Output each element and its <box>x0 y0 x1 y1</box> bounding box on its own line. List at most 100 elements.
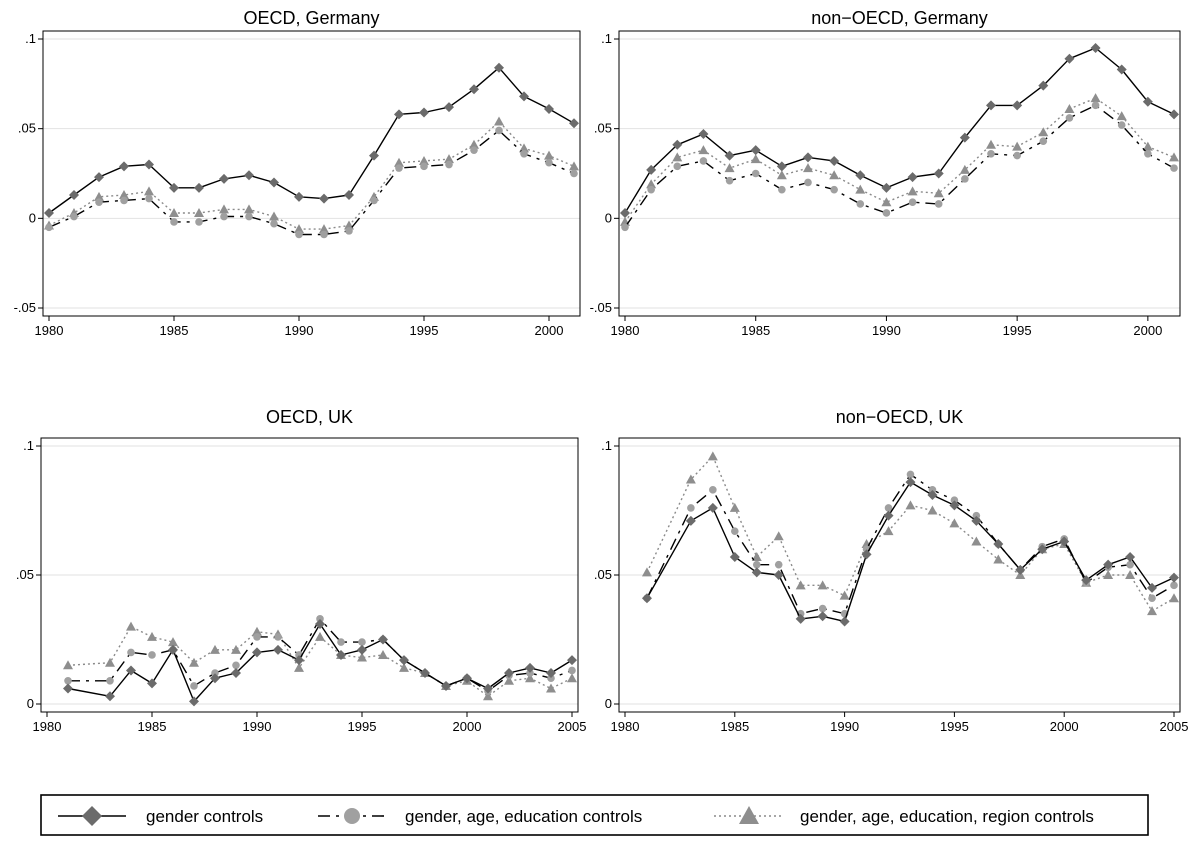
y-tick-label: .05 <box>18 121 36 136</box>
series-line-gender-age-education-controls <box>48 129 575 236</box>
data-point-gender-age-education-controls <box>120 196 128 205</box>
data-point-gender-controls <box>544 103 554 114</box>
data-point-gender-age-education-region-controls <box>144 186 154 196</box>
data-point-gender-controls <box>1142 96 1153 107</box>
data-point-gender-controls <box>483 683 493 694</box>
data-point-gender-age-education-region-controls <box>949 518 960 528</box>
series-line-gender-controls <box>646 481 1175 623</box>
data-point-gender-age-education-region-controls <box>773 531 784 541</box>
data-point-gender-controls <box>1081 575 1092 586</box>
data-point-gender-age-education-controls <box>245 212 253 221</box>
data-point-gender-controls <box>1038 80 1049 91</box>
data-point-gender-controls <box>462 673 472 684</box>
data-point-gender-controls <box>905 477 916 488</box>
data-point-gender-age-education-controls <box>906 470 915 479</box>
data-point-gender-controls <box>469 84 479 95</box>
x-tick-label: 1980 <box>35 323 64 338</box>
x-tick-label: 2000 <box>1133 323 1162 338</box>
x-tick-label: 1995 <box>940 719 969 734</box>
data-point-gender-controls <box>971 515 982 526</box>
data-point-gender-age-education-controls <box>220 212 228 221</box>
data-point-gender-age-education-region-controls <box>907 186 918 196</box>
x-tick-label: 2005 <box>558 719 587 734</box>
y-tick-label: .1 <box>25 31 36 46</box>
x-tick-label: 1980 <box>33 719 62 734</box>
data-point-gender-controls <box>776 161 787 172</box>
data-point-gender-controls <box>986 100 996 111</box>
data-point-gender-age-education-controls <box>270 219 278 228</box>
data-point-gender-controls <box>269 177 279 188</box>
data-point-gender-age-education-controls <box>950 496 959 504</box>
data-point-gender-controls <box>881 182 892 193</box>
data-point-gender-age-education-region-controls <box>219 204 229 214</box>
data-point-gender-age-education-region-controls <box>776 170 787 180</box>
x-tick-label: 1995 <box>348 719 377 734</box>
data-point-gender-age-education-region-controls <box>883 526 894 536</box>
data-point-gender-age-education-region-controls <box>905 500 916 510</box>
data-point-gender-controls <box>993 539 1004 550</box>
data-point-gender-age-education-controls <box>1144 149 1152 158</box>
data-point-gender-controls <box>219 173 229 184</box>
data-point-gender-age-education-controls <box>70 212 78 221</box>
x-tick-label: 1990 <box>830 719 859 734</box>
data-point-gender-age-education-controls <box>95 198 103 206</box>
data-point-gender-age-education-region-controls <box>698 145 709 155</box>
y-tick-label: .1 <box>601 31 612 46</box>
data-point-gender-age-education-controls <box>445 160 453 169</box>
legend-label-gender-controls: gender controls <box>146 807 263 826</box>
x-tick-label: 1990 <box>872 323 901 338</box>
data-point-gender-age-education-controls <box>1170 581 1178 590</box>
data-point-gender-age-education-region-controls <box>394 157 404 167</box>
data-point-gender-age-education-controls <box>370 196 378 205</box>
data-point-gender-controls <box>231 668 241 679</box>
data-point-gender-age-education-controls <box>709 486 717 494</box>
data-point-gender-age-education-region-controls <box>927 505 938 515</box>
x-tick-label: 1985 <box>720 719 749 734</box>
legend: gender controls gender, age, education c… <box>40 794 1149 836</box>
data-point-gender-age-education-controls <box>1126 560 1134 569</box>
data-point-gender-age-education-region-controls <box>1012 141 1023 151</box>
data-point-gender-age-education-controls <box>972 511 981 520</box>
data-point-gender-controls <box>147 678 157 689</box>
legend-label-gender-age-education-region-controls: gender, age, education, region controls <box>800 807 1094 826</box>
series-line-gender-controls <box>67 623 573 703</box>
data-point-gender-age-education-controls <box>345 227 353 235</box>
plot-frame <box>618 30 1181 317</box>
data-point-gender-controls <box>803 152 813 163</box>
x-tick-label: 2000 <box>453 719 482 734</box>
data-point-gender-age-education-region-controls <box>751 551 762 561</box>
data-point-gender-age-education-region-controls <box>419 155 429 165</box>
x-tick-label: 2000 <box>535 323 564 338</box>
x-tick-label: 1990 <box>243 719 272 734</box>
panel-1: OECD, Germany -.05 0 .05 .1 1980 1985 1990 1995 2… <box>14 8 581 338</box>
data-point-gender-age-education-region-controls <box>315 631 325 641</box>
data-point-gender-age-education-controls <box>1013 151 1021 160</box>
data-point-gender-controls <box>907 172 918 183</box>
data-point-gender-age-education-region-controls <box>519 143 529 153</box>
x-tick-label: 1985 <box>138 719 167 734</box>
data-point-gender-age-education-controls <box>804 178 812 187</box>
data-point-gender-age-education-controls <box>725 176 734 185</box>
data-point-gender-controls <box>1037 544 1048 555</box>
data-point-gender-age-education-controls <box>1039 137 1048 146</box>
plot-frame <box>42 30 581 317</box>
data-point-gender-age-education-controls <box>731 527 739 535</box>
data-point-gender-age-education-controls <box>470 146 478 154</box>
data-point-gender-age-education-controls <box>106 676 114 685</box>
data-point-gender-age-education-region-controls <box>1064 103 1075 113</box>
data-point-gender-controls <box>525 662 535 673</box>
data-point-gender-age-education-region-controls <box>504 675 514 685</box>
data-point-gender-age-education-controls <box>778 185 786 194</box>
data-point-gender-controls <box>169 182 179 193</box>
data-point-gender-controls <box>419 107 429 118</box>
data-point-gender-age-education-controls <box>274 633 282 641</box>
data-point-gender-age-education-region-controls <box>546 683 556 693</box>
y-tick-label: .05 <box>594 121 612 136</box>
data-point-gender-age-education-region-controls <box>344 220 354 230</box>
data-point-gender-age-education-controls <box>253 633 261 641</box>
panel-2: non−OECD, Germany -.05 0 .05 .1 1980 1985 1990 1… <box>590 8 1181 338</box>
data-point-gender-age-education-region-controls <box>126 621 136 631</box>
panel-3: OECD, UK 0 .05 .1 1980 1985 1990 1995 2000 2005 <box>16 407 587 734</box>
y-tick-label: -.05 <box>590 300 612 315</box>
x-tick-label: 1995 <box>1003 323 1032 338</box>
